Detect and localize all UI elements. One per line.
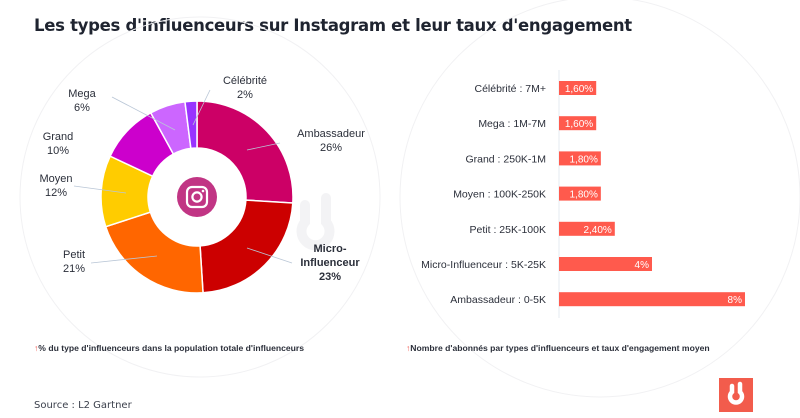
slice-label: Micro-Influenceur 23% (300, 243, 360, 283)
bar (559, 292, 745, 307)
bar-chart: Célébrité : 7M+ 1,60% Mega : 1M-7M 1,60% Gra… (421, 70, 745, 318)
slice-label: Mega 6% (68, 88, 96, 114)
slice-label: Grand 10% (43, 131, 74, 157)
bar-value-label: 1,80% (569, 154, 597, 165)
slice-label: Célébrité 2% (223, 75, 267, 101)
leader-line (73, 185, 127, 194)
donut-slice (184, 100, 198, 150)
arrow-up-icon: ↑ (34, 343, 39, 353)
bar-value-label: 2,40% (583, 225, 611, 236)
bar (559, 186, 601, 201)
leader-line (111, 96, 176, 131)
leader-line (246, 247, 293, 264)
bar-value-label: 1,60% (565, 84, 593, 95)
source-note: Source : L2 Gartner (34, 400, 132, 411)
bar-category-label: Moyen : 100K-250K (453, 189, 546, 201)
bar-category-label: Mega : 1M-7M (478, 118, 546, 130)
bar (559, 151, 601, 166)
bar-category-label: Célébrité : 7M+ (475, 83, 547, 95)
bar-caption: ↑Nombre d'abonnés par types d'influenceu… (406, 343, 710, 353)
donut-slice (199, 199, 294, 294)
bar (559, 221, 615, 236)
bar (559, 116, 597, 131)
arrow-up-icon: ↑ (406, 343, 411, 353)
bar-value-label: 1,80% (569, 190, 597, 201)
donut-slice (104, 211, 204, 294)
bar-value-label: 4% (635, 260, 650, 271)
bar-category-label: Grand : 250K-1M (465, 153, 546, 165)
donut-slice (196, 100, 294, 204)
page-title: Les types d'influenceurs sur Instagram e… (34, 16, 632, 35)
watermark-logo (296, 193, 335, 251)
background-decoration (19, 0, 800, 398)
leader-line (246, 142, 281, 151)
pie-caption: ↑% du type d'influenceurs dans la popula… (34, 343, 305, 353)
decor-circle (399, 0, 800, 398)
leader-line (192, 89, 211, 126)
bar-category-label: Ambassadeur : 0-5K (450, 294, 546, 306)
leader-line (90, 255, 158, 264)
decor-circle (19, 16, 381, 378)
slice-label: Moyen 12% (39, 173, 72, 199)
bar-value-label: 8% (728, 295, 743, 306)
bar (559, 257, 652, 271)
bar (559, 81, 597, 95)
slice-label: Petit 21% (63, 249, 85, 275)
bar-value-label: 1,60% (565, 119, 593, 130)
donut-chart: Ambassadeur 26% Micro-Influenceur 23% Petit 2… (39, 75, 365, 294)
bar-category-label: Micro-Influenceur : 5K-25K (421, 259, 546, 271)
instagram-icon (177, 177, 217, 217)
slice-label: Ambassadeur 26% (297, 128, 365, 154)
bar-category-label: Petit : 25K-100K (470, 224, 546, 236)
digimind-logo (719, 378, 753, 412)
